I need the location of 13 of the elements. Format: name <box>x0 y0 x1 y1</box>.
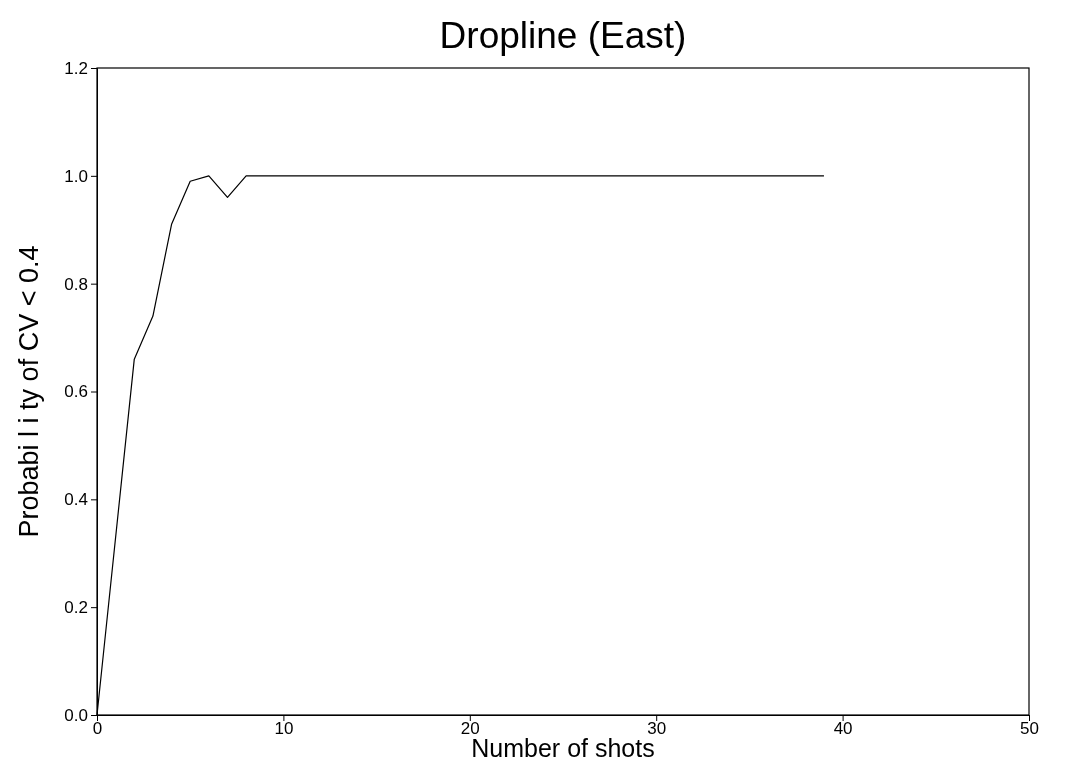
y-tick-label: 0.8 <box>64 274 88 294</box>
y-tick-label: 0.0 <box>64 705 88 725</box>
y-tick-label: 1.2 <box>64 58 88 78</box>
x-tick-label: 0 <box>92 719 103 739</box>
x-tick-label: 50 <box>1020 719 1039 739</box>
y-tick-label: 0.6 <box>64 382 88 402</box>
y-tick-label: 1.0 <box>64 166 88 186</box>
y-tick-label: 0.4 <box>64 490 88 510</box>
x-tick-label: 10 <box>274 719 294 739</box>
x-tick-label: 40 <box>833 719 853 739</box>
y-tick-label: 0.2 <box>64 598 88 618</box>
y-axis-title: Probabi l i ty of CV < 0.4 <box>14 245 44 538</box>
chart-title: Dropline (East) <box>439 15 687 56</box>
